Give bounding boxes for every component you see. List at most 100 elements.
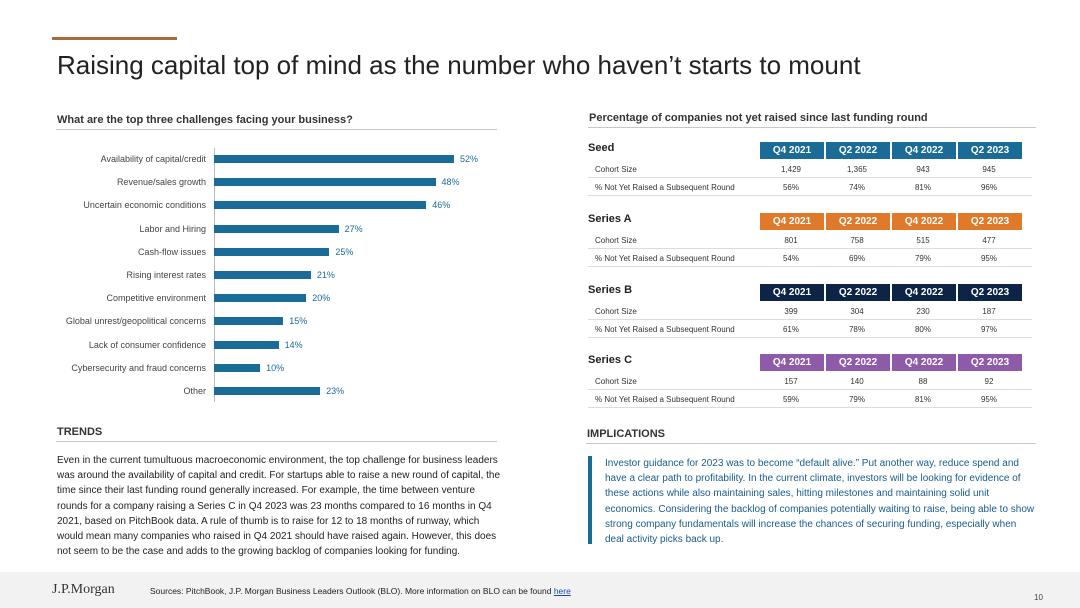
bar <box>214 178 436 187</box>
table-cell: 61% <box>782 325 799 334</box>
column-header: Q2 2022 <box>826 213 890 230</box>
trends-heading: TRENDS <box>57 426 103 438</box>
table-cell: 78% <box>848 325 865 334</box>
bar <box>214 247 330 256</box>
series-table: Q4 2021 Q2 2022 Q4 2022 Q2 2023 Cohort Size 3… <box>588 283 1032 339</box>
tables-heading: Percentage of companies not yet raised s… <box>589 112 928 124</box>
table-cell: 96% <box>980 183 997 192</box>
bar <box>214 294 307 303</box>
bar-value-label: 10% <box>266 362 285 373</box>
table-cell: 97% <box>980 325 997 334</box>
blo-link[interactable]: here <box>553 586 571 596</box>
bar-category-label: Labor and Hiring <box>139 223 206 234</box>
table-row: % Not Yet Raised a Subsequent Round 54% 69… <box>588 250 1032 267</box>
trends-rule <box>56 441 497 442</box>
bar-row: Revenue/sales growth 48% <box>56 175 496 189</box>
table-cell: 69% <box>848 254 865 263</box>
series-title: Series C <box>588 354 633 366</box>
row-label: Cohort Size <box>595 307 637 316</box>
table-cell: 140 <box>850 377 864 386</box>
bar <box>214 201 427 210</box>
sources-text: Sources: PitchBook, J.P. Morgan Business… <box>150 586 554 596</box>
column-header: Q4 2021 <box>760 284 824 301</box>
table-cell: 399 <box>784 307 798 316</box>
tables-heading-rule <box>588 127 1036 128</box>
sources-note: Sources: PitchBook, J.P. Morgan Business… <box>150 586 571 596</box>
column-header: Q4 2022 <box>892 142 956 159</box>
row-label: % Not Yet Raised a Subsequent Round <box>595 325 735 334</box>
column-header: Q4 2022 <box>892 213 956 230</box>
bar-row: Rising interest rates 21% <box>56 268 496 282</box>
table-row: Cohort Size 399 304 230 187 <box>588 303 1032 320</box>
bar-row: Competitive environment 20% <box>56 291 496 305</box>
column-header: Q4 2022 <box>892 284 956 301</box>
table-cell: 304 <box>850 307 864 316</box>
table-row: Cohort Size 157 140 88 92 <box>588 373 1032 390</box>
table-row: % Not Yet Raised a Subsequent Round 59% 79… <box>588 391 1032 408</box>
footer <box>0 572 1080 608</box>
implications-accent-bar <box>588 456 592 544</box>
table-cell: 945 <box>982 165 996 174</box>
bar-category-label: Revenue/sales growth <box>116 177 206 188</box>
series-table: Q4 2021 Q2 2022 Q4 2022 Q2 2023 Cohort Size 1… <box>588 141 1032 197</box>
table-cell: 81% <box>914 183 931 192</box>
series-title: Seed <box>588 142 615 154</box>
column-header: Q2 2023 <box>958 142 1022 159</box>
table-cell: 81% <box>914 395 931 404</box>
column-header: Q2 2022 <box>826 142 890 159</box>
series-table: Q4 2021 Q2 2022 Q4 2022 Q2 2023 Cohort Size 1… <box>588 353 1032 409</box>
bar-value-label: 27% <box>344 223 363 234</box>
series-table: Q4 2021 Q2 2022 Q4 2022 Q2 2023 Cohort Size 8… <box>588 212 1032 268</box>
table-cell: 1,429 <box>780 165 802 174</box>
bar-value-label: 48% <box>441 177 460 188</box>
bar-value-label: 21% <box>316 270 335 280</box>
table-cell: 79% <box>848 395 865 404</box>
column-header: Q2 2023 <box>958 213 1022 230</box>
table-cell: 157 <box>784 377 798 386</box>
row-label: Cohort Size <box>595 377 637 386</box>
bar <box>214 317 284 326</box>
column-header: Q4 2021 <box>760 213 824 230</box>
bar-category-label: Cash-flow issues <box>137 246 206 257</box>
chart-heading: What are the top three challenges facing… <box>57 114 353 126</box>
bar-category-label: Global unrest/geopolitical concerns <box>65 316 206 327</box>
bar-value-label: 15% <box>289 316 308 327</box>
table-cell: 88 <box>918 377 928 386</box>
table-cell: 59% <box>782 395 799 404</box>
table-cell: 758 <box>850 236 864 245</box>
jpmorgan-logo: J.P.Morgan <box>52 582 115 597</box>
bar-value-label: 46% <box>432 200 451 211</box>
trends-text: Even in the current tumultuous macroecon… <box>57 455 501 558</box>
bar <box>214 363 261 372</box>
table-cell: 1,365 <box>846 165 868 174</box>
table-cell: 74% <box>848 183 865 192</box>
implications-rule <box>586 443 1036 444</box>
implications-heading: IMPLICATIONS <box>587 428 666 440</box>
bar-category-label: Competitive environment <box>106 293 206 304</box>
table-cell: 95% <box>980 254 997 263</box>
table-cell: 943 <box>916 165 930 174</box>
table-cell: 79% <box>914 254 931 263</box>
bar <box>214 271 311 279</box>
table-row: Cohort Size 1,429 1,365 943 945 <box>588 161 1032 178</box>
table-cell: 95% <box>980 395 997 404</box>
row-label: Cohort Size <box>595 236 637 245</box>
bar-category-label: Uncertain economic conditions <box>83 200 206 211</box>
bar-value-label: 20% <box>312 293 331 304</box>
bar-category-label: Rising interest rates <box>126 270 206 280</box>
bar <box>214 340 279 349</box>
column-header: Q2 2023 <box>958 284 1022 301</box>
series-title: Series A <box>588 213 632 225</box>
chart-heading-rule <box>56 129 497 130</box>
row-label: Cohort Size <box>595 165 637 174</box>
column-header: Q4 2022 <box>892 354 956 371</box>
table-cell: 230 <box>916 307 930 316</box>
table-cell: 801 <box>784 236 798 245</box>
bar <box>214 224 339 233</box>
table-cell: 80% <box>914 325 931 334</box>
column-header: Q4 2021 <box>760 354 824 371</box>
bar-value-label: 52% <box>460 154 479 164</box>
table-cell: 477 <box>982 236 996 245</box>
bar-row: Uncertain economic conditions 46% <box>56 198 496 212</box>
table-cell: 187 <box>982 307 996 316</box>
